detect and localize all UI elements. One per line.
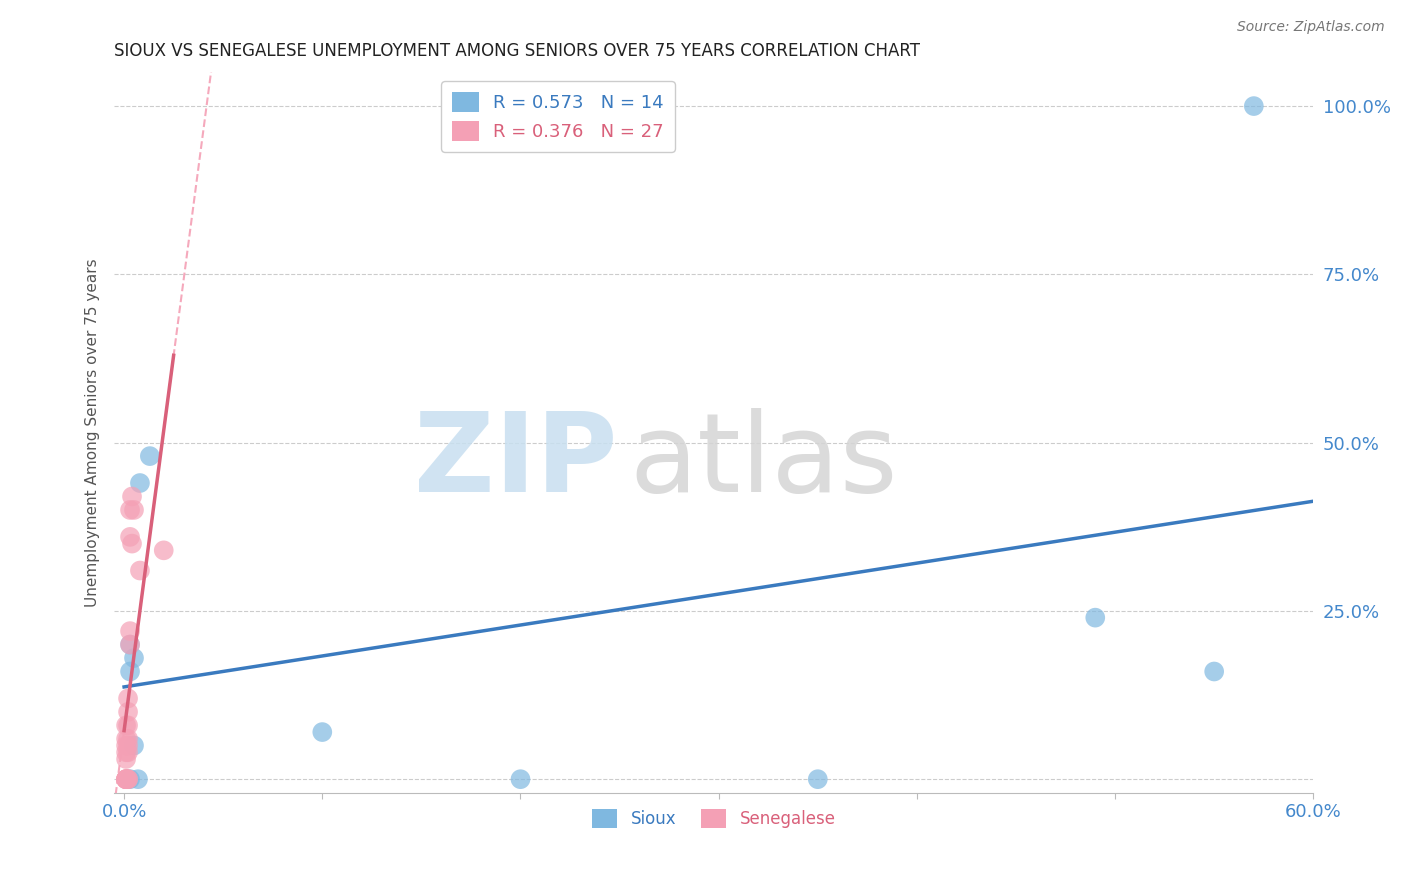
Point [121, 490, 143, 504]
Point [115, 731, 138, 746]
Point [117, 705, 139, 719]
Point [122, 739, 145, 753]
Point [115, 739, 138, 753]
Point [117, 731, 139, 746]
Point [115, 772, 138, 787]
Point [121, 536, 143, 550]
Point [118, 624, 141, 639]
Point [117, 718, 139, 732]
Point [118, 772, 141, 787]
Point [152, 543, 174, 558]
Point [118, 503, 141, 517]
Point [118, 665, 141, 679]
Point [117, 745, 139, 759]
Text: ZIP: ZIP [415, 408, 617, 515]
Point [115, 772, 138, 787]
Point [117, 772, 139, 787]
Point [115, 718, 138, 732]
Legend: Sioux, Senegalese: Sioux, Senegalese [585, 803, 842, 835]
Text: SIOUX VS SENEGALESE UNEMPLOYMENT AMONG SENIORS OVER 75 YEARS CORRELATION CHART: SIOUX VS SENEGALESE UNEMPLOYMENT AMONG S… [114, 42, 920, 60]
Point [1243, 99, 1265, 113]
Point [122, 503, 145, 517]
Point [139, 449, 162, 463]
Point [118, 638, 141, 652]
Point [122, 651, 145, 665]
Point [1084, 610, 1107, 624]
Point [129, 476, 152, 491]
Point [115, 772, 138, 787]
Point [115, 772, 138, 787]
Point [311, 725, 333, 739]
Point [117, 772, 139, 787]
Text: atlas: atlas [630, 408, 898, 515]
Point [115, 772, 138, 787]
Point [118, 638, 141, 652]
Point [118, 530, 141, 544]
Point [127, 772, 149, 787]
Y-axis label: Unemployment Among Seniors over 75 years: Unemployment Among Seniors over 75 years [86, 258, 100, 607]
Point [509, 772, 531, 787]
Point [115, 745, 138, 759]
Point [807, 772, 830, 787]
Text: Source: ZipAtlas.com: Source: ZipAtlas.com [1237, 20, 1385, 34]
Point [129, 564, 152, 578]
Point [1204, 665, 1226, 679]
Point [115, 752, 138, 766]
Point [117, 739, 139, 753]
Point [117, 691, 139, 706]
